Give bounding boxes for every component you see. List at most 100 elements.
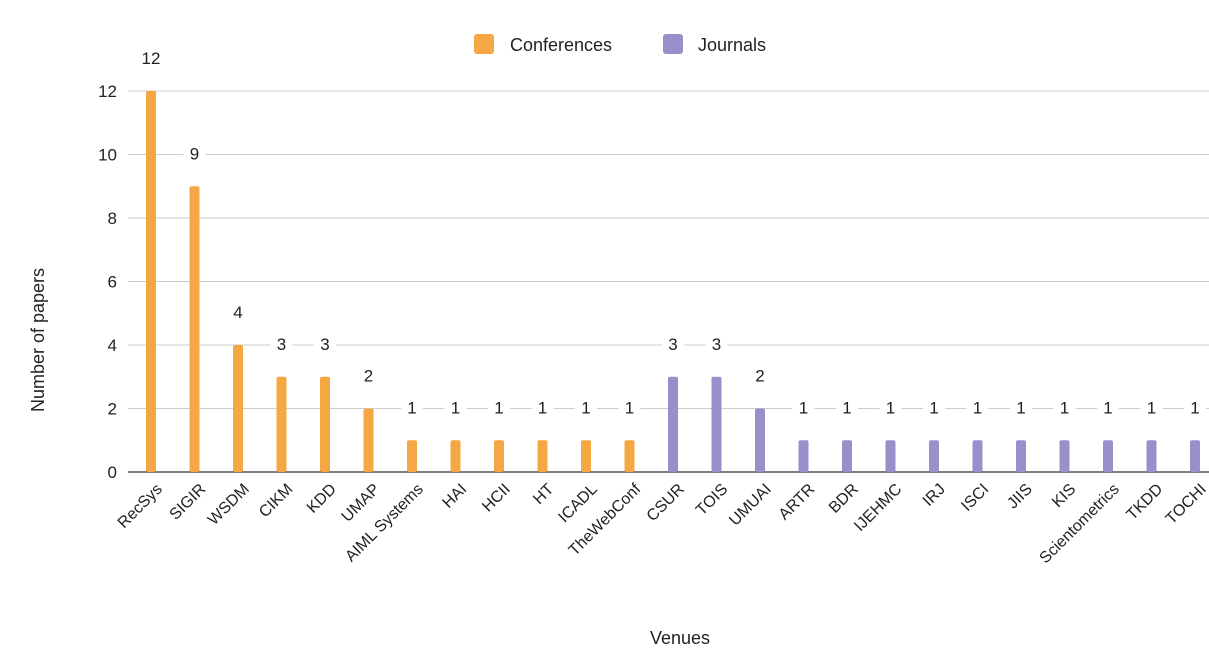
x-tick-label: UMUAI xyxy=(726,481,774,529)
x-tick-label: AIML Systems xyxy=(342,481,427,566)
x-axis-title: Venues xyxy=(650,628,710,648)
bar-tochi xyxy=(1190,440,1200,472)
data-label: 3 xyxy=(712,335,721,354)
y-tick-label: 12 xyxy=(98,82,117,101)
legend-label-conferences: Conferences xyxy=(510,35,612,55)
x-tick-label: TOIS xyxy=(693,481,731,519)
bar-scientometrics xyxy=(1103,440,1113,472)
data-label-bg xyxy=(749,365,771,388)
y-tick-label: 4 xyxy=(108,336,117,355)
data-label: 12 xyxy=(142,49,161,68)
data-label-bg xyxy=(444,397,467,420)
x-tick-label: TKDD xyxy=(1124,481,1167,524)
data-label-bg xyxy=(357,365,380,388)
data-label: 1 xyxy=(1190,398,1199,417)
x-tick-label: HAI xyxy=(439,481,470,512)
bars xyxy=(146,91,1200,472)
bar-csur xyxy=(668,376,678,472)
y-tick-label: 2 xyxy=(108,400,117,419)
bar-kdd xyxy=(320,376,330,472)
x-tick-label: KDD xyxy=(304,481,340,517)
data-label-bg xyxy=(966,397,989,420)
x-tick-label: ARTR xyxy=(776,481,819,524)
bar-kis xyxy=(1059,440,1070,472)
data-label: 3 xyxy=(668,335,677,354)
x-tick-label: HCII xyxy=(479,481,514,516)
data-label-bg xyxy=(270,333,293,356)
y-tick-label: 10 xyxy=(98,146,117,165)
data-label: 1 xyxy=(1147,398,1156,417)
legend-swatch-conferences xyxy=(474,34,494,54)
bar-bdr xyxy=(842,440,852,472)
gridlines xyxy=(128,90,1209,473)
data-label: 1 xyxy=(451,398,460,417)
x-tick-label: JIIS xyxy=(1004,481,1036,513)
data-label: 1 xyxy=(407,398,416,417)
x-tick-label: CIKM xyxy=(256,481,296,521)
bar-icadl xyxy=(581,440,591,472)
data-label: 1 xyxy=(842,398,851,417)
y-axis-ticks: 0 2 4 6 8 10 12 xyxy=(98,82,117,482)
x-tick-label: BDR xyxy=(826,481,862,517)
data-label: 1 xyxy=(581,398,590,417)
data-label-bg xyxy=(140,48,162,70)
x-tick-label: IRJ xyxy=(920,481,949,510)
data-label-bg xyxy=(923,397,945,420)
x-tick-label: CSUR xyxy=(644,481,688,525)
data-label-bg xyxy=(705,333,728,356)
y-tick-label: 8 xyxy=(108,209,117,228)
x-tick-label: KIS xyxy=(1049,481,1079,511)
bar-irj xyxy=(929,440,939,472)
bar-umuai xyxy=(755,408,765,472)
x-tick-label: WSDM xyxy=(205,481,253,529)
bar-ijehmc xyxy=(885,440,896,472)
bar-thewebconf xyxy=(624,440,635,472)
data-label: 1 xyxy=(1103,398,1112,417)
data-label-bg xyxy=(879,397,902,420)
data-label-bg xyxy=(1097,397,1119,420)
x-tick-label: Scientometrics xyxy=(1037,481,1123,567)
bar-isci xyxy=(972,440,983,472)
data-label-bg xyxy=(1010,397,1032,420)
bar-recsys xyxy=(146,91,156,472)
data-label-bg xyxy=(488,397,510,420)
legend-label-journals: Journals xyxy=(698,35,766,55)
data-label: 2 xyxy=(364,367,373,386)
y-tick-label: 0 xyxy=(108,463,117,482)
bar-tkdd xyxy=(1146,440,1157,472)
bar-jiis xyxy=(1016,440,1026,472)
data-label-bg xyxy=(314,333,336,356)
data-label-bg xyxy=(1140,397,1163,420)
bar-wsdm xyxy=(233,345,243,472)
data-label: 1 xyxy=(929,398,938,417)
data-label: 1 xyxy=(973,398,982,417)
data-label-bg xyxy=(183,143,206,166)
y-axis-title: Number of papers xyxy=(28,268,48,412)
data-label: 1 xyxy=(494,398,503,417)
data-label: 1 xyxy=(625,398,634,417)
data-label-bg xyxy=(662,333,684,356)
bar-sigir xyxy=(189,186,200,472)
bar-cikm xyxy=(276,376,287,472)
data-label-bg xyxy=(575,397,597,420)
data-label: 1 xyxy=(1016,398,1025,417)
data-label: 1 xyxy=(538,398,547,417)
data-label: 3 xyxy=(320,335,329,354)
data-label: 1 xyxy=(886,398,895,417)
bar-hcii xyxy=(494,440,504,472)
x-tick-label: HT xyxy=(530,481,557,508)
data-label-bg xyxy=(401,397,423,420)
data-label-bg xyxy=(836,397,858,420)
x-tick-label: ISCI xyxy=(958,481,992,515)
bar-aiml-systems xyxy=(407,440,417,472)
x-tick-label: TOCHI xyxy=(1163,481,1209,528)
data-label-bg xyxy=(531,397,554,420)
data-label: 2 xyxy=(755,367,764,386)
x-tick-label: RecSys xyxy=(115,481,166,532)
data-labels: 12 9 4 3 3 2 1 1 1 1 1 1 3 3 2 1 1 1 1 1 1 1 1 1 1 xyxy=(140,48,1206,420)
data-label-bg xyxy=(1184,397,1206,420)
data-label-bg xyxy=(1053,397,1076,420)
data-label-bg xyxy=(227,302,249,324)
